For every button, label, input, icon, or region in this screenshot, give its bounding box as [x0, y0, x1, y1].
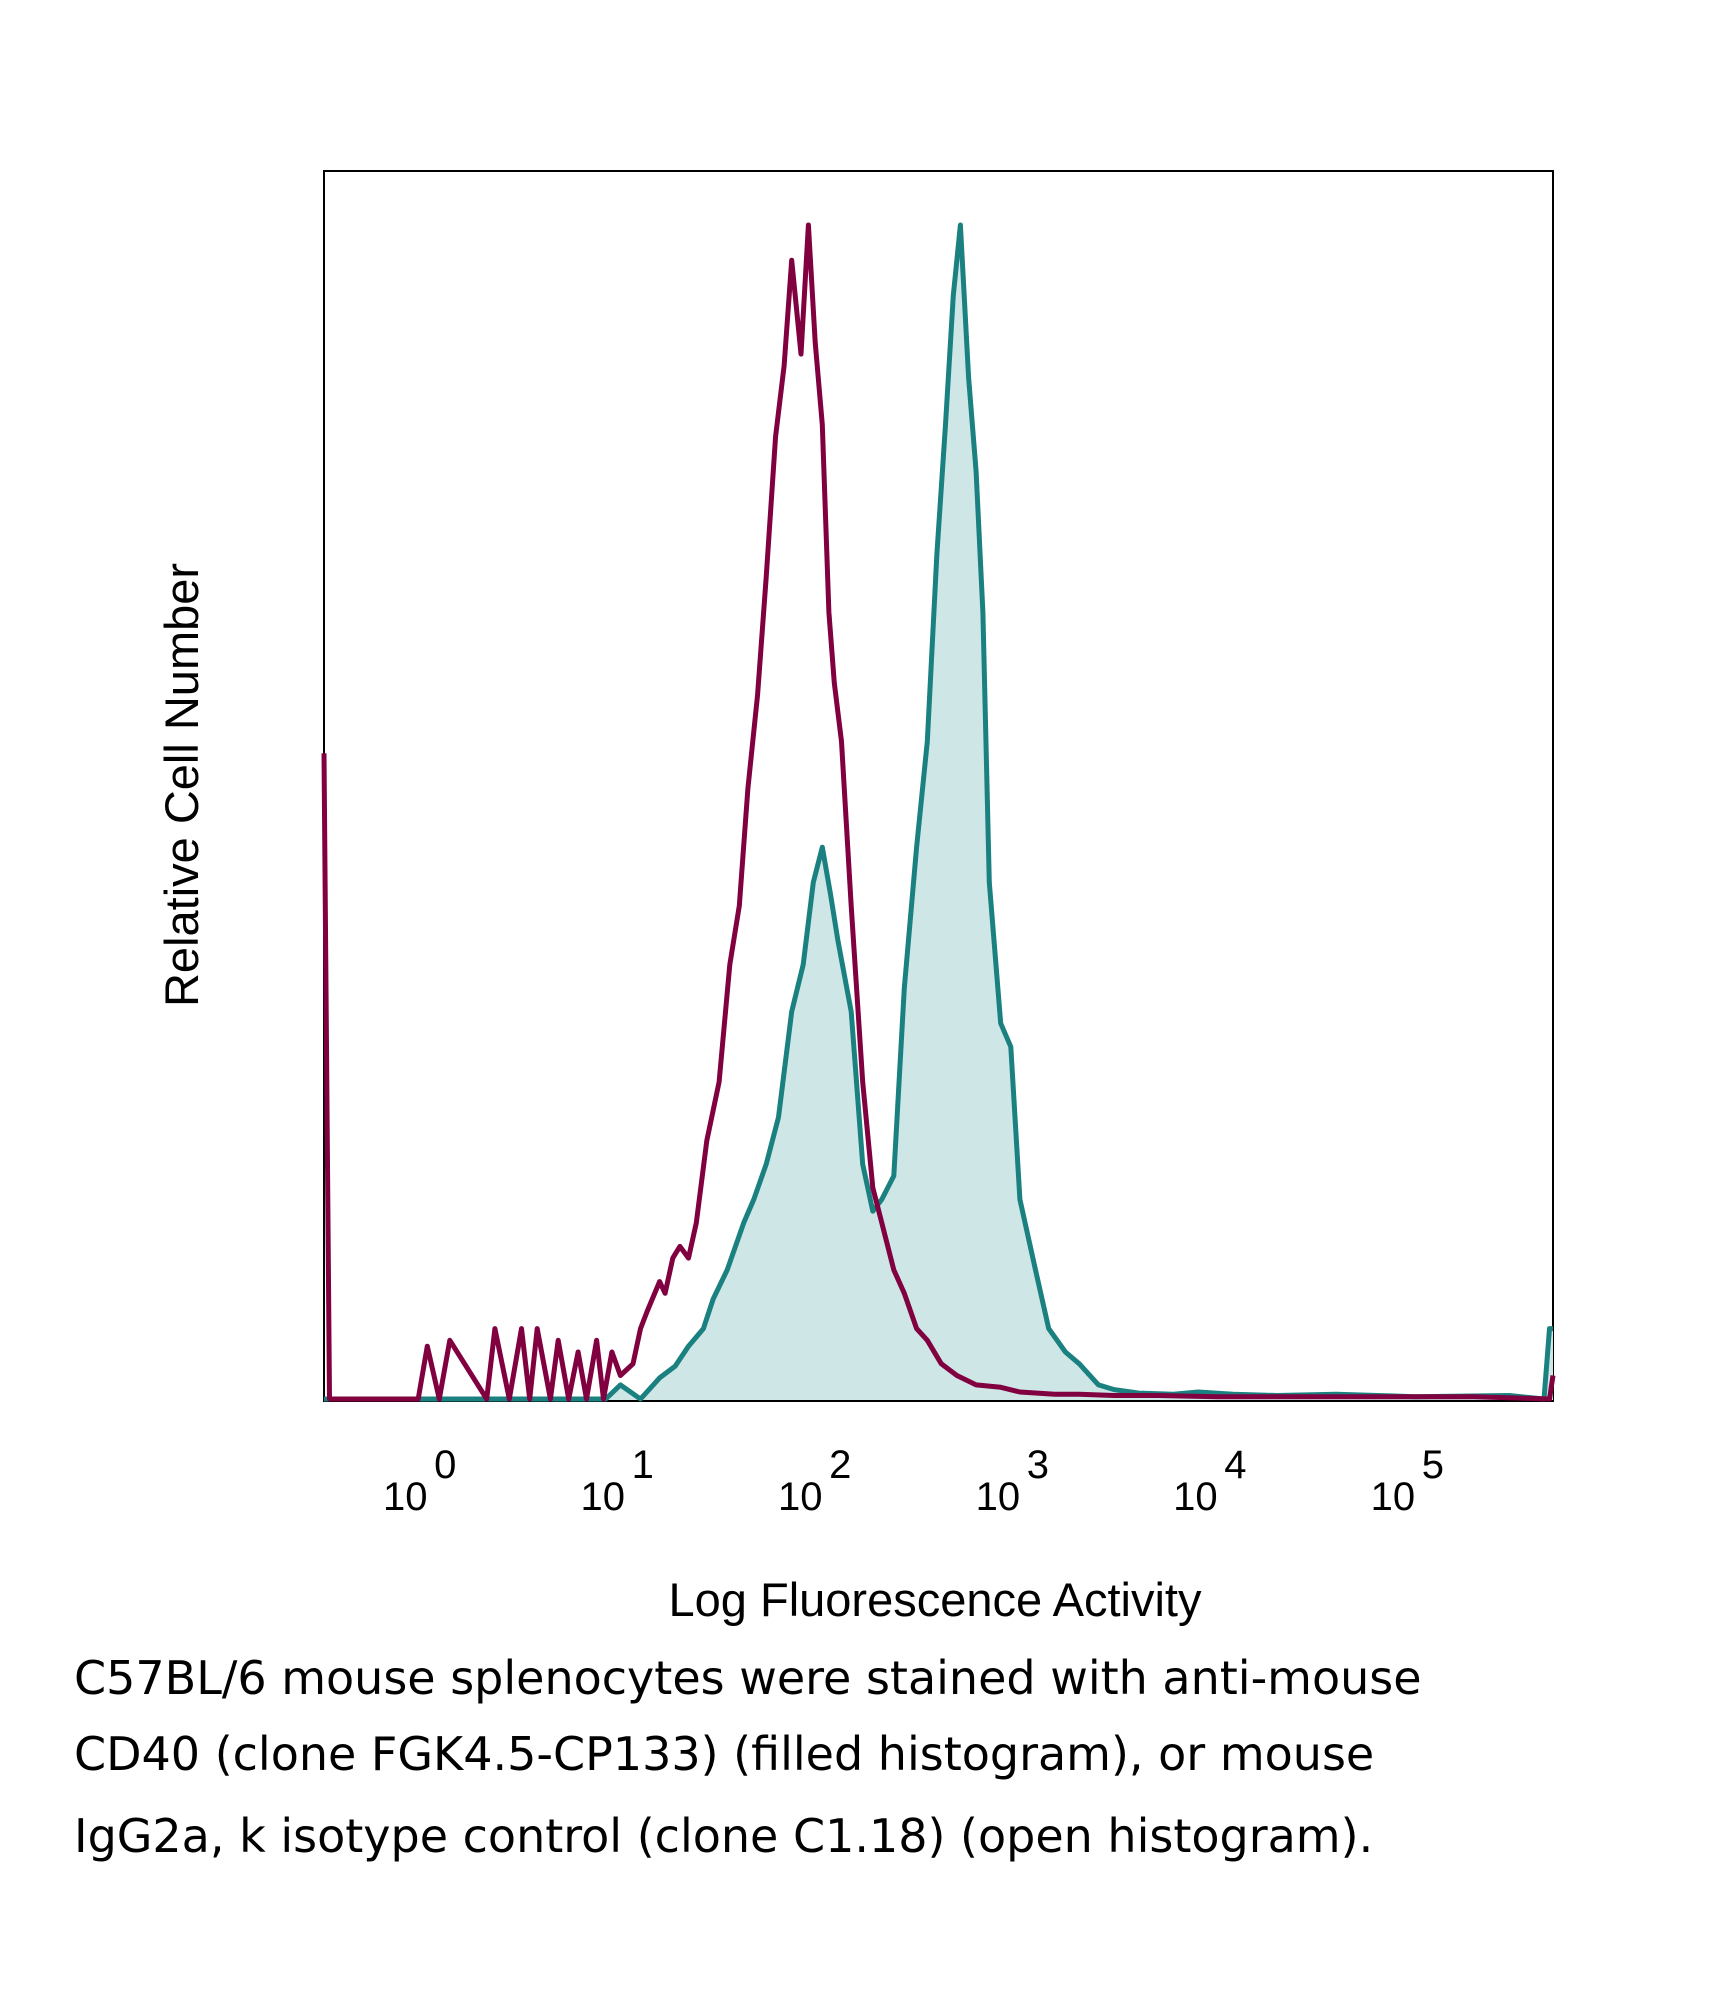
x-tick-exponent: 2 [829, 1443, 851, 1487]
x-tick-base: 10 [1371, 1475, 1416, 1519]
histogram-chart: 10 0 10 1 10 2 10 3 10 4 10 5 Relative Cell Number … [155, 170, 1556, 1626]
series-0-fill [324, 225, 1553, 1400]
caption-line-1: C57BL/6 mouse splenocytes were stained w… [74, 1651, 1422, 1705]
x-tick-label: 103 [976, 1443, 1049, 1519]
x-tick-exponent: 1 [632, 1443, 654, 1487]
x-tick-label: 105 [1371, 1443, 1444, 1519]
x-tick-exponent: 4 [1224, 1443, 1246, 1487]
y-axis-label: Relative Cell Number [155, 563, 208, 1007]
x-tick-exponent: 5 [1422, 1443, 1444, 1487]
x-tick-exponent: 3 [1027, 1443, 1049, 1487]
x-tick-base: 10 [1173, 1475, 1218, 1519]
caption-line-3: IgG2a, k isotype control (clone C1.18) (… [74, 1809, 1374, 1863]
x-axis-label: Log Fluorescence Activity [669, 1573, 1202, 1626]
series-1-line [321, 222, 1556, 1402]
caption-line-2: CD40 (clone FGK4.5-CP133) (filled histog… [74, 1727, 1375, 1781]
x-tick-label: 100 [383, 1443, 456, 1519]
x-tick-label: 102 [778, 1443, 851, 1519]
x-tick-base: 10 [778, 1475, 823, 1519]
x-tick-base: 10 [976, 1475, 1021, 1519]
x-tick-label: 104 [1173, 1443, 1246, 1519]
figure-caption: C57BL/6 mouse splenocytes were stained w… [74, 1640, 1694, 1874]
series-layer [321, 222, 1556, 1402]
x-tick-label: 101 [581, 1443, 654, 1519]
x-tick-base: 10 [383, 1475, 428, 1519]
x-tick-base: 10 [581, 1475, 626, 1519]
x-tick-exponent: 0 [434, 1443, 456, 1487]
